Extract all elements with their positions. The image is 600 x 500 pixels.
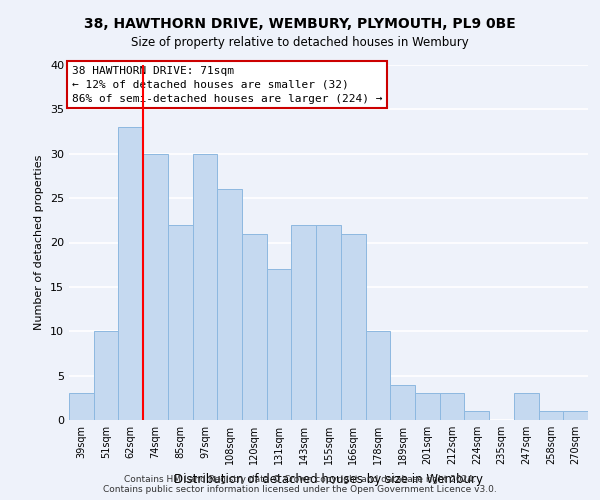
Bar (341, 234, 365, 420)
Bar (440, 394, 464, 420)
Bar (267, 269, 292, 420)
Bar (143, 154, 168, 420)
Bar (217, 189, 242, 420)
Y-axis label: Number of detached properties: Number of detached properties (34, 155, 44, 330)
Text: Contains HM Land Registry data © Crown copyright and database right 2024.: Contains HM Land Registry data © Crown c… (124, 474, 476, 484)
Bar (563, 411, 588, 420)
Text: Contains public sector information licensed under the Open Government Licence v3: Contains public sector information licen… (103, 485, 497, 494)
Bar (193, 154, 217, 420)
X-axis label: Distribution of detached houses by size in Wembury: Distribution of detached houses by size … (174, 472, 483, 486)
Text: Size of property relative to detached houses in Wembury: Size of property relative to detached ho… (131, 36, 469, 49)
Text: 38 HAWTHORN DRIVE: 71sqm
← 12% of detached houses are smaller (32)
86% of semi-d: 38 HAWTHORN DRIVE: 71sqm ← 12% of detach… (71, 66, 382, 104)
Bar (118, 127, 143, 420)
Bar (415, 394, 440, 420)
Bar (316, 225, 341, 420)
Bar (464, 411, 489, 420)
Bar (514, 394, 539, 420)
Bar (292, 225, 316, 420)
Bar (69, 394, 94, 420)
Text: 38, HAWTHORN DRIVE, WEMBURY, PLYMOUTH, PL9 0BE: 38, HAWTHORN DRIVE, WEMBURY, PLYMOUTH, P… (84, 18, 516, 32)
Bar (539, 411, 563, 420)
Bar (365, 331, 390, 420)
Bar (168, 225, 193, 420)
Bar (390, 384, 415, 420)
Bar (94, 331, 118, 420)
Bar (242, 234, 267, 420)
